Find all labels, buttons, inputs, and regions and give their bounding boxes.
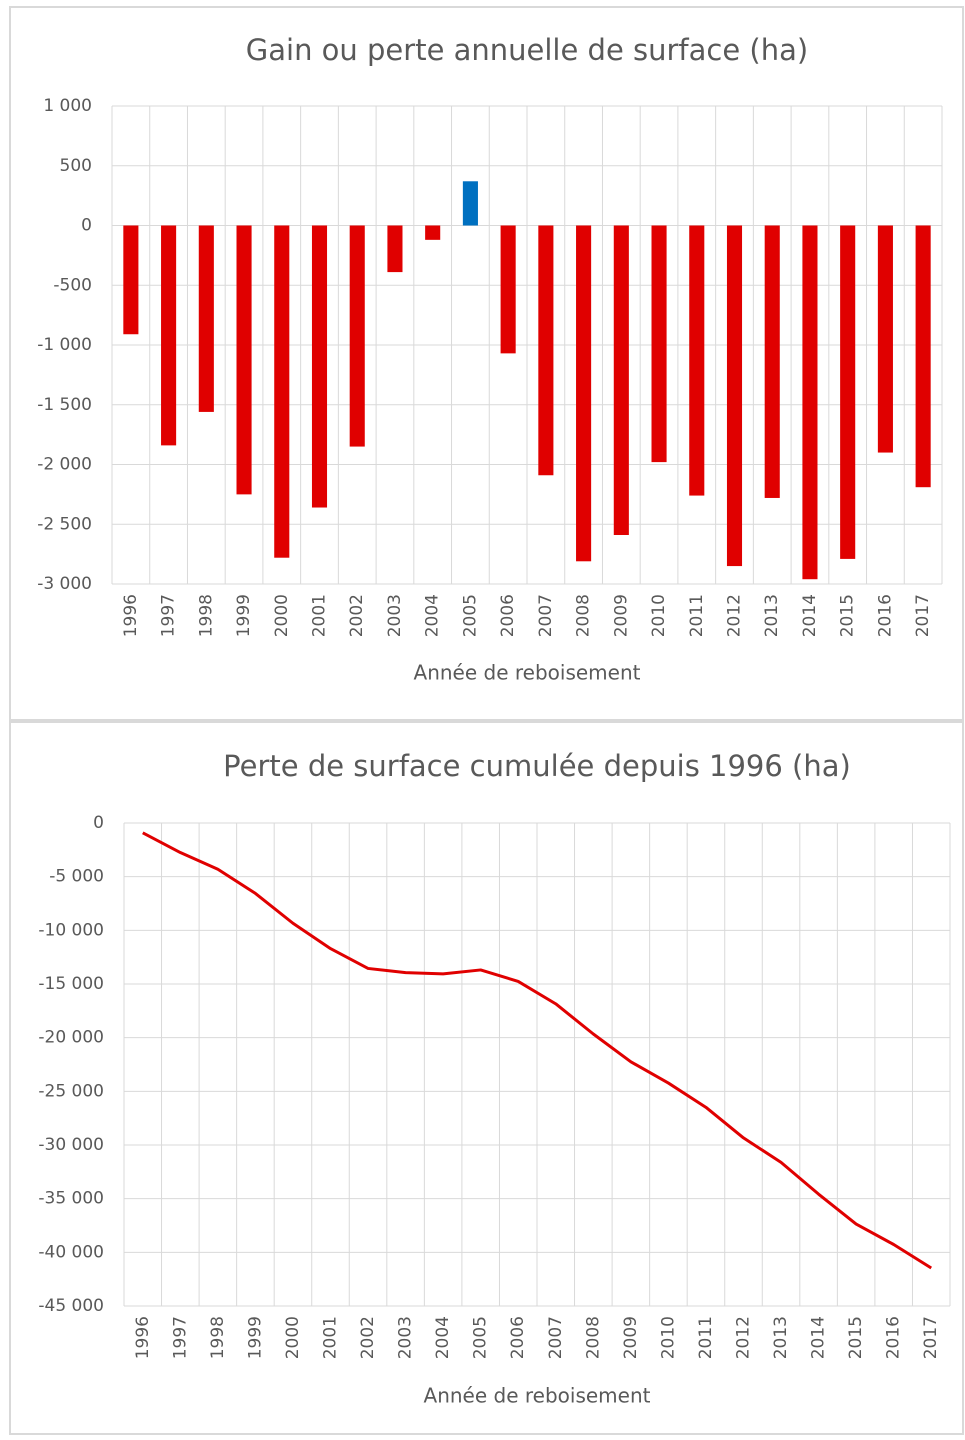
x-tick-label: 2012 — [725, 594, 745, 637]
x-tick-label: 2008 — [574, 594, 594, 637]
y-tick-label: -2 000 — [37, 455, 92, 475]
x-axis-label: Année de reboisement — [414, 661, 641, 685]
bar — [689, 225, 705, 496]
x-tick-label: 2003 — [396, 1316, 416, 1359]
x-tick-label: 2006 — [498, 594, 518, 637]
bar — [236, 225, 252, 495]
chart-title: Perte de surface cumulée depuis 1996 (ha… — [223, 749, 851, 783]
bar — [802, 225, 818, 580]
x-tick-label: 1998 — [196, 594, 216, 637]
y-tick-label: 500 — [60, 156, 92, 176]
bar — [387, 225, 403, 273]
y-tick-label: -500 — [53, 275, 92, 295]
bar — [576, 225, 592, 562]
x-tick-label: 2017 — [913, 594, 933, 637]
x-tick-label: 2014 — [809, 1316, 829, 1359]
bar — [425, 225, 441, 240]
x-tick-label: 2015 — [838, 594, 858, 637]
x-tick-label: 1999 — [245, 1316, 265, 1359]
x-tick-label: 2014 — [800, 594, 820, 637]
bar — [161, 225, 177, 446]
y-tick-label: -15 000 — [38, 974, 104, 994]
bar — [311, 225, 328, 508]
x-tick-label: 2002 — [347, 594, 367, 637]
x-tick-label: 2003 — [385, 594, 405, 637]
bar — [613, 225, 629, 536]
y-tick-label: -35 000 — [38, 1189, 104, 1209]
chart-frame — [9, 721, 964, 1435]
x-tick-label: 2005 — [471, 1316, 491, 1359]
x-tick-label: 1998 — [208, 1316, 228, 1359]
bar — [840, 225, 856, 559]
bar — [462, 181, 478, 226]
x-tick-label: 2009 — [611, 594, 631, 637]
x-tick-label: 1999 — [234, 594, 254, 637]
chart-frame — [9, 6, 964, 721]
x-tick-label: 2008 — [583, 1316, 603, 1359]
x-tick-label: 2002 — [358, 1316, 378, 1359]
x-tick-label: 2005 — [460, 594, 480, 637]
y-tick-label: -30 000 — [38, 1135, 104, 1155]
x-tick-label: 2011 — [687, 594, 707, 637]
y-tick-label: -5 000 — [49, 867, 104, 887]
bar — [123, 225, 139, 335]
y-tick-label: 0 — [81, 216, 92, 236]
x-tick-label: 2016 — [884, 1316, 904, 1359]
y-tick-label: -40 000 — [38, 1242, 104, 1262]
y-tick-label: -2 500 — [37, 514, 92, 534]
bar — [915, 225, 931, 488]
bar — [877, 225, 893, 453]
bar — [538, 225, 554, 476]
x-tick-label: 2015 — [846, 1316, 866, 1359]
x-axis-label: Année de reboisement — [424, 1384, 651, 1408]
x-tick-label: 2004 — [423, 594, 443, 637]
x-tick-label: 2017 — [921, 1316, 941, 1359]
bar — [764, 225, 780, 498]
y-tick-label: -1 000 — [37, 335, 92, 355]
bar — [198, 225, 214, 412]
x-tick-label: 2006 — [508, 1316, 528, 1359]
bar — [500, 225, 516, 354]
x-tick-label: 2016 — [875, 594, 895, 637]
y-tick-label: -3 000 — [37, 574, 92, 594]
x-tick-label: 2000 — [272, 594, 292, 637]
x-tick-label: 2010 — [649, 594, 669, 637]
x-tick-label: 1997 — [170, 1316, 190, 1359]
y-tick-label: -10 000 — [38, 920, 104, 940]
x-tick-label: 2000 — [283, 1316, 303, 1359]
x-tick-label: 2012 — [734, 1316, 754, 1359]
x-tick-label: 2010 — [658, 1316, 678, 1359]
x-tick-label: 2011 — [696, 1316, 716, 1359]
x-tick-label: 1996 — [121, 594, 141, 637]
x-tick-label: 2007 — [536, 594, 556, 637]
x-tick-label: 1997 — [159, 594, 179, 637]
x-tick-label: 2009 — [621, 1316, 641, 1359]
bar — [651, 225, 667, 463]
x-tick-label: 2001 — [310, 594, 330, 637]
x-tick-label: 2013 — [771, 1316, 791, 1359]
x-tick-label: 2001 — [321, 1316, 341, 1359]
line — [142, 831, 933, 1270]
x-tick-label: 2007 — [546, 1316, 566, 1359]
bar — [349, 225, 365, 447]
x-tick-label: 2004 — [433, 1316, 453, 1359]
y-tick-label: -45 000 — [38, 1296, 104, 1316]
x-tick-label: 1996 — [133, 1316, 153, 1359]
y-tick-label: -1 500 — [37, 395, 92, 415]
bar — [726, 225, 743, 567]
y-tick-label: 0 — [93, 813, 104, 833]
bar — [274, 225, 290, 558]
y-tick-label: -25 000 — [38, 1081, 104, 1101]
y-tick-label: 1 000 — [43, 96, 92, 116]
y-tick-label: -20 000 — [38, 1028, 104, 1048]
chart-title: Gain ou perte annuelle de surface (ha) — [246, 33, 808, 67]
x-tick-label: 2013 — [762, 594, 782, 637]
